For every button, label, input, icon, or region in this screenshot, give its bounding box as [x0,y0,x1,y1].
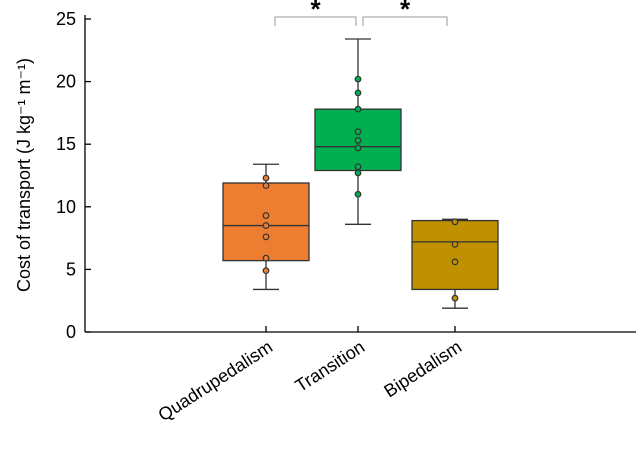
y-tick-label: 25 [56,9,76,29]
data-point [262,222,270,229]
data-point [354,89,362,97]
y-tick-label: 5 [66,259,76,279]
data-point [451,218,459,226]
bracket-line [362,16,448,26]
significance-bracket: * [274,0,357,26]
y-axis-title: Cost of transport (J kg⁻¹ m⁻¹) [14,58,34,292]
data-point [451,240,459,248]
y-tick-label: 15 [56,134,76,154]
data-point [354,75,362,83]
data-point [262,254,270,262]
data-point [262,182,270,189]
significance-star: * [400,0,411,24]
significance-brackets: * * [274,0,448,26]
data-point [354,144,362,152]
y-tick-label: 10 [56,197,76,217]
data-point [354,169,362,177]
data-point [354,190,362,198]
data-point [354,105,362,113]
data-point [354,163,362,171]
significance-star: * [310,0,321,24]
data-point [262,174,270,182]
x-tick-label: Bipedalism [380,337,465,402]
data-point [354,137,362,144]
x-tick-label: Quadrupedalism [155,337,277,426]
significance-bracket: * [362,0,448,26]
data-point [451,258,459,266]
bracket-line [274,16,357,26]
y-tick-label: 0 [66,322,76,342]
axes: 0 5 10 15 20 25 Quadrupedalism Transition Bipeda… [56,9,636,425]
data-point [451,294,459,302]
iqr-box [222,182,310,262]
data-point [354,128,362,136]
box-quadrupedalism [222,163,310,291]
data-point [262,212,270,219]
box-transition [314,38,402,225]
data-point [262,233,270,241]
box-bipedalism [411,218,499,309]
data-point [262,267,270,275]
x-tick-label: Transition [292,337,369,396]
boxes [222,38,499,309]
y-tick-label: 20 [56,72,76,92]
iqr-box [411,219,499,291]
